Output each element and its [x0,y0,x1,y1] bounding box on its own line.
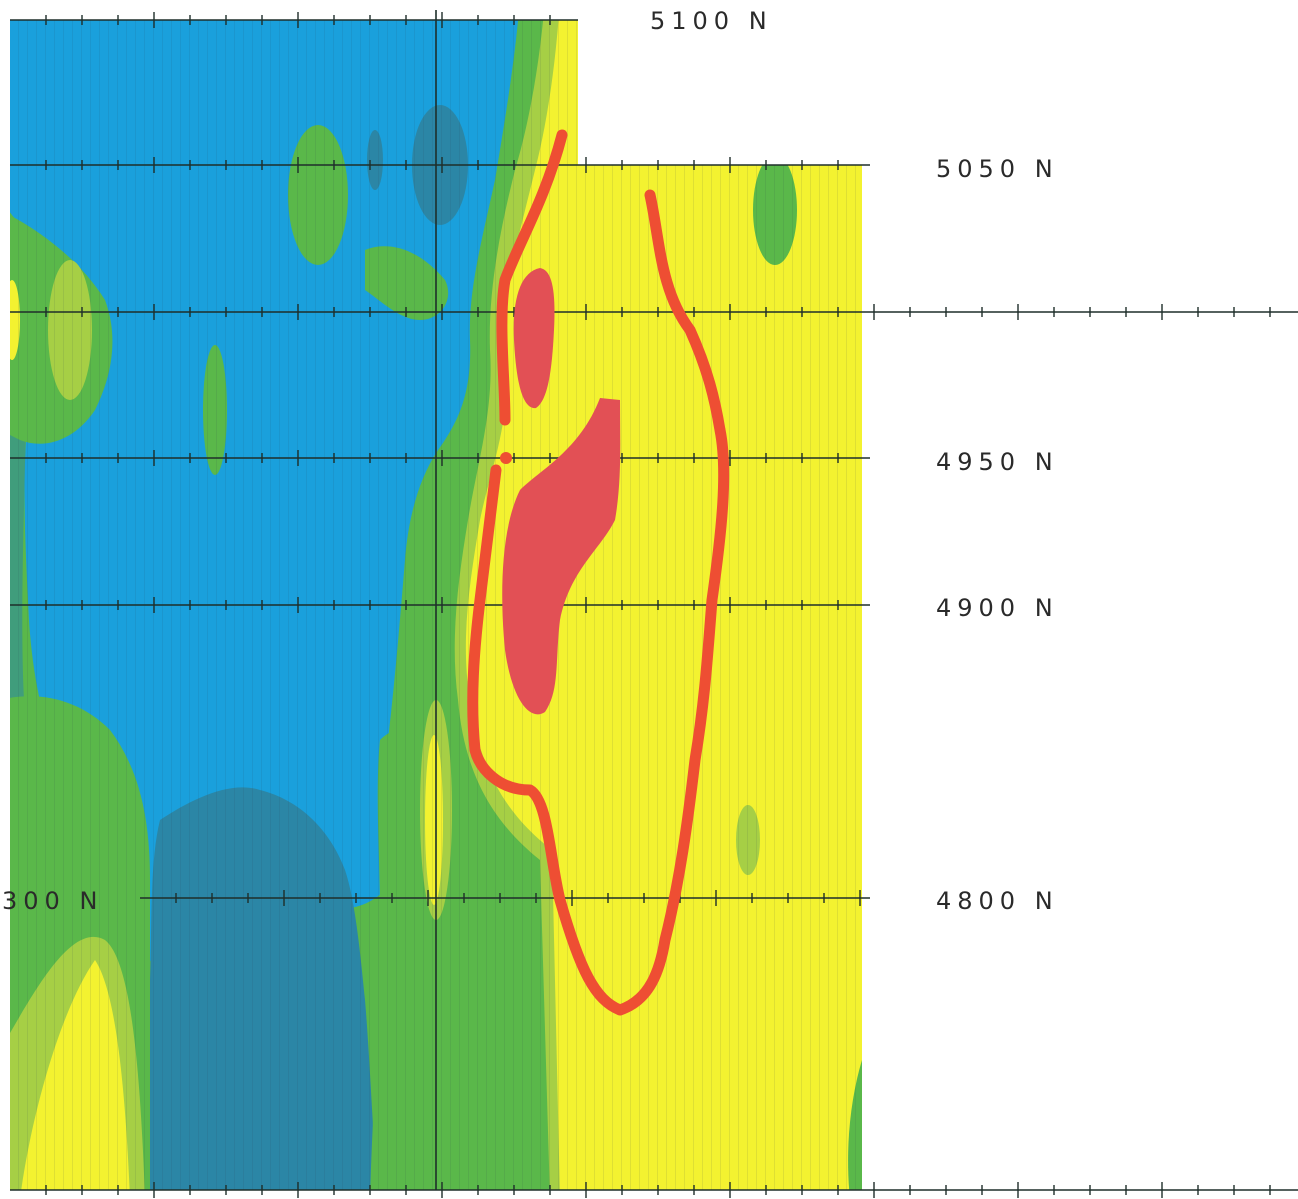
grid-lines [10,10,1298,1198]
anomaly-outline [496,129,568,426]
northing-label-4800-left: 300 N [2,887,103,915]
northing-label-5050: 5050 N [936,155,1059,183]
tick-marks [45,12,1271,1198]
anomaly-core [513,268,555,409]
flight-line-texture [10,20,862,1190]
anomaly-outline [500,452,512,464]
anomaly [467,129,730,1016]
anomaly-core [502,398,621,715]
northing-label-5100: 5100 N [650,7,773,35]
northing-label-4900: 4900 N [936,594,1059,622]
northing-label-4950: 4950 N [936,448,1059,476]
northing-labels: 5100 N 5050 N 4950 N 4900 N 4800 N 300 N [2,7,1059,915]
northing-label-4800: 4800 N [936,887,1059,915]
anomaly-outline [467,189,730,1016]
survey-area [10,20,862,1190]
